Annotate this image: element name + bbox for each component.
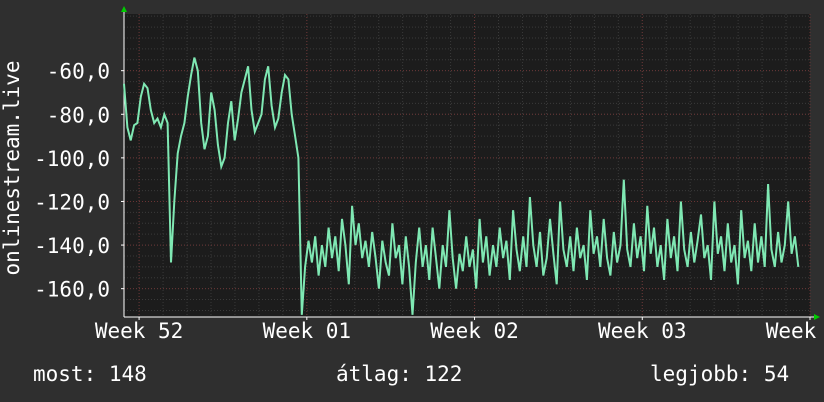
series-line: [123, 57, 800, 315]
y-tick-label: -60,0: [47, 60, 110, 84]
stat-average-value: 122: [424, 362, 463, 386]
x-tick-label: Week 01: [263, 319, 352, 343]
stat-average: átlag: 122: [336, 362, 462, 386]
y-tick-label: -80,0: [47, 103, 110, 127]
stat-current-value: 148: [108, 362, 147, 386]
y-axis-label: onlinestream.live: [0, 61, 24, 276]
x-axis-arrow: [814, 314, 820, 320]
stat-best-value: 54: [763, 362, 790, 386]
y-tick-label: -160,0: [34, 278, 110, 302]
y-tick-label: -100,0: [34, 147, 110, 171]
x-axis-ticks: Week 52 Week 01 Week 02 Week 03 Week 04: [95, 317, 824, 343]
stat-current: most: 148: [33, 362, 147, 386]
x-tick-label: Week 52: [95, 319, 184, 343]
stat-best-label: legjobb:: [650, 362, 752, 386]
x-tick-label: Week 04: [766, 319, 824, 343]
y-tick-label: -120,0: [34, 190, 110, 214]
y-axis-ticks: -60,0 -80,0 -100,0 -120,0 -140,0 -160,0: [34, 60, 124, 302]
x-tick-label: Week 02: [430, 319, 519, 343]
y-axis-arrow: [121, 6, 127, 12]
x-tick-label: Week 03: [598, 319, 687, 343]
axes: [121, 6, 820, 320]
stat-current-label: most:: [33, 362, 97, 386]
stat-best: legjobb: 54: [650, 362, 789, 386]
y-tick-label: -140,0: [34, 234, 110, 258]
stat-average-label: átlag:: [336, 362, 412, 386]
grid-lines: [124, 14, 811, 317]
